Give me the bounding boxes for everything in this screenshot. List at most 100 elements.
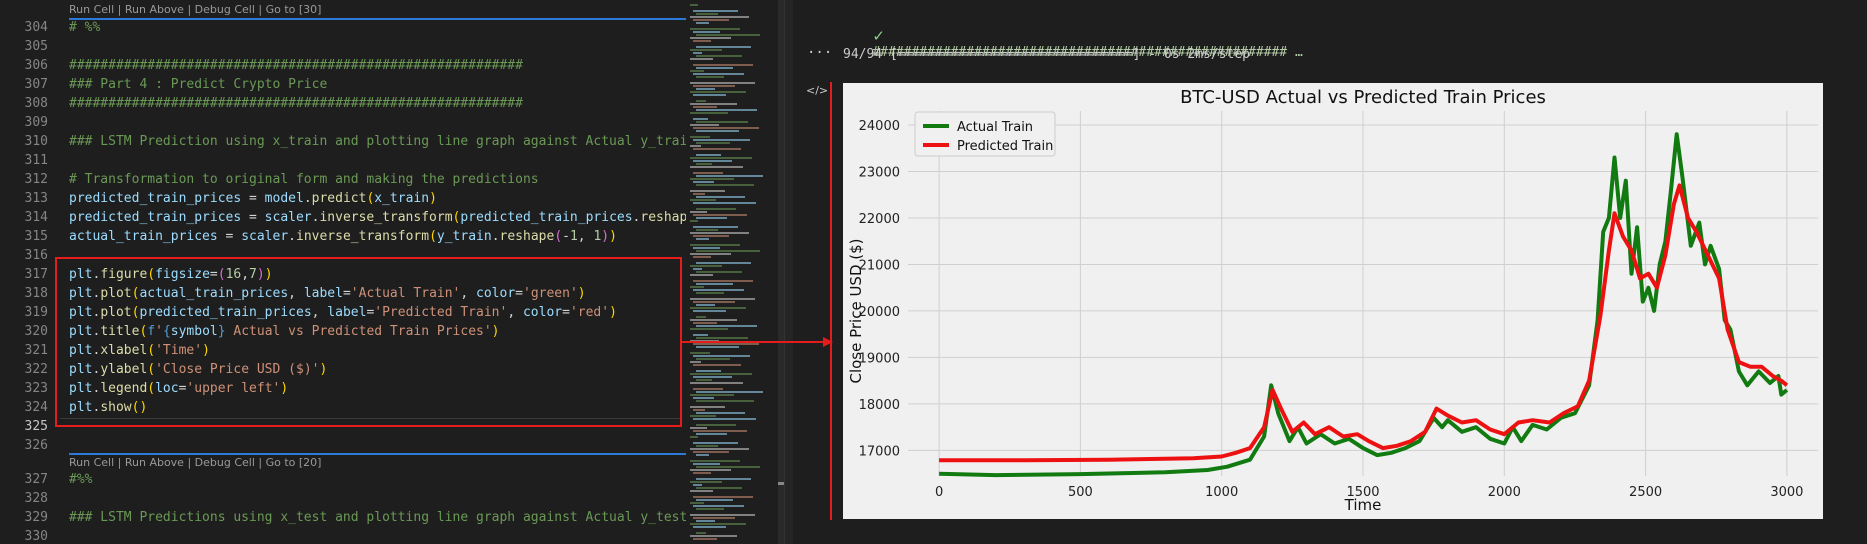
code-line-322[interactable]: 322 plt.ylabel('Close Price USD ($)') bbox=[0, 360, 686, 379]
minimap-line bbox=[696, 499, 733, 501]
code-line-329[interactable]: 329 ### LSTM Predictions using x_test and… bbox=[0, 508, 686, 527]
code-text: # %% bbox=[69, 20, 101, 35]
line-number: 324 bbox=[24, 400, 48, 415]
minimap-line bbox=[696, 520, 715, 522]
code-line-317[interactable]: 317 plt.figure(figsize=(16,7)) bbox=[0, 265, 686, 284]
minimap-line bbox=[696, 466, 760, 468]
line-number: 309 bbox=[24, 115, 48, 130]
minimap-line bbox=[693, 517, 735, 519]
minimap-line bbox=[693, 172, 723, 174]
code-line-315[interactable]: 315 actual_train_prices = scaler.inverse_… bbox=[0, 227, 686, 246]
code-text: ### Part 4 : Predict Crypto Price bbox=[69, 77, 328, 92]
plot-output: 17000 18000 19000 20000 21000 22000 23000 24000… bbox=[843, 83, 1823, 519]
code-line-308[interactable]: 308 #####################################… bbox=[0, 94, 686, 113]
minimap-line bbox=[696, 433, 727, 435]
code-line-330[interactable]: 330 bbox=[0, 527, 686, 544]
code-line-304[interactable]: 304 # %% bbox=[0, 18, 686, 37]
minimap-line bbox=[693, 268, 702, 270]
minimap-line bbox=[696, 250, 760, 252]
minimap-line bbox=[693, 505, 744, 507]
code-line-323[interactable]: 323 plt.legend(loc='upper left') bbox=[0, 379, 686, 398]
minimap-line bbox=[693, 106, 717, 108]
minimap-line bbox=[690, 58, 713, 60]
code-line-320[interactable]: 320 plt.title(f'{symbol} Actual vs Predic… bbox=[0, 322, 686, 341]
legend-label: Actual Train bbox=[957, 120, 1033, 135]
minimap-line bbox=[693, 118, 708, 120]
code-line-319[interactable]: 319 plt.plot(predicted_train_prices, labe… bbox=[0, 303, 686, 322]
minimap-line bbox=[693, 409, 705, 411]
chart-title: BTC-USD Actual vs Predicted Train Prices bbox=[1180, 87, 1546, 108]
code-line-325[interactable]: 325 bbox=[0, 417, 686, 436]
x-tick-label: 2500 bbox=[1629, 485, 1662, 500]
code-line-321[interactable]: 321 plt.xlabel('Time') bbox=[0, 341, 686, 360]
cell-status-row[interactable]: ✓ ######################################… bbox=[841, 12, 1867, 75]
line-number: 315 bbox=[24, 229, 48, 244]
code-icon[interactable]: </> bbox=[806, 84, 829, 97]
code-line-311[interactable]: 311 bbox=[0, 151, 686, 170]
minimap-line bbox=[693, 364, 741, 366]
interactive-output-pane[interactable]: ✓ ######################################… bbox=[793, 0, 1867, 544]
minimap-line bbox=[690, 253, 731, 255]
code-line-314[interactable]: 314 predicted_train_prices = scaler.inver… bbox=[0, 208, 686, 227]
minimap-line bbox=[690, 340, 719, 342]
code-lens-cell-actions[interactable]: Run Cell | Run Above | Debug Cell | Go t… bbox=[69, 456, 322, 469]
pane-divider[interactable] bbox=[784, 0, 793, 544]
code-line-312[interactable]: 312 # Transformation to original form and… bbox=[0, 170, 686, 189]
code-line-316[interactable]: 316 bbox=[0, 246, 686, 265]
code-line-326[interactable]: 326 bbox=[0, 436, 686, 455]
line-number: 307 bbox=[24, 77, 48, 92]
progress-output: 94/94 [==============================] -… bbox=[843, 47, 1250, 62]
minimap-line bbox=[690, 448, 749, 450]
minimap-line bbox=[696, 358, 730, 360]
code-line-310[interactable]: 310 ### LSTM Prediction using x_train and… bbox=[0, 132, 686, 151]
minimap-line bbox=[693, 484, 702, 486]
minimap-scrollbar[interactable] bbox=[778, 0, 784, 544]
minimap-line bbox=[696, 46, 751, 48]
minimap-line bbox=[690, 481, 722, 483]
x-axis-ticks: 0 500 1000 1500 2000 2500 3000 bbox=[935, 485, 1804, 500]
minimap-line bbox=[690, 436, 698, 438]
minimap-line bbox=[696, 76, 724, 78]
code-text: plt.legend(loc='upper left') bbox=[69, 381, 289, 396]
code-line-305[interactable]: 305 bbox=[0, 37, 686, 56]
line-number: 305 bbox=[24, 39, 48, 54]
minimap-line bbox=[696, 238, 709, 240]
x-tick-label: 500 bbox=[1068, 485, 1093, 500]
minimap-line bbox=[696, 271, 742, 273]
code-text: predicted_train_prices = model.predict(x… bbox=[69, 191, 437, 206]
minimap-line bbox=[696, 175, 763, 177]
code-line-328[interactable]: 328 bbox=[0, 489, 686, 508]
minimap-line bbox=[696, 478, 751, 480]
minimap[interactable] bbox=[686, 0, 784, 544]
minimap-line bbox=[690, 427, 707, 429]
minimap-scroll-thumb[interactable] bbox=[778, 482, 784, 485]
x-tick-label: 3000 bbox=[1770, 485, 1803, 500]
code-line-327[interactable]: 327 #%% bbox=[0, 470, 686, 489]
minimap-line bbox=[690, 415, 716, 417]
minimap-line bbox=[693, 289, 744, 291]
code-line-324[interactable]: 324 plt.show() bbox=[0, 398, 686, 417]
minimap-line bbox=[690, 523, 746, 525]
y-tick-label: 22000 bbox=[859, 212, 900, 227]
ellipsis-icon[interactable]: ··· bbox=[807, 45, 833, 61]
code-line-318[interactable]: 318 plt.plot(actual_train_prices, label='… bbox=[0, 284, 686, 303]
code-text: plt.show() bbox=[69, 400, 148, 415]
minimap-line bbox=[696, 88, 715, 90]
line-number: 310 bbox=[24, 134, 48, 149]
code-text: ### LSTM Predictions using x_test and pl… bbox=[69, 510, 686, 525]
code-editor[interactable]: Run Cell | Run Above | Debug Cell | Go t… bbox=[0, 0, 686, 544]
line-number: 325 bbox=[24, 419, 48, 434]
code-line-309[interactable]: 309 bbox=[0, 113, 686, 132]
minimap-line bbox=[693, 442, 738, 444]
minimap-line bbox=[696, 196, 745, 198]
minimap-line bbox=[696, 55, 742, 57]
minimap-line bbox=[690, 460, 740, 462]
code-line-313[interactable]: 313 predicted_train_prices = model.predic… bbox=[0, 189, 686, 208]
minimap-line bbox=[696, 163, 712, 165]
code-lens-cell-actions[interactable]: Run Cell | Run Above | Debug Cell | Go t… bbox=[69, 3, 322, 16]
code-line-306[interactable]: 306 #####################################… bbox=[0, 56, 686, 75]
code-text: plt.ylabel('Close Price USD ($)') bbox=[69, 362, 328, 377]
minimap-line bbox=[693, 193, 705, 195]
y-tick-label: 17000 bbox=[859, 444, 900, 459]
code-line-307[interactable]: 307 ### Part 4 : Predict Crypto Price bbox=[0, 75, 686, 94]
